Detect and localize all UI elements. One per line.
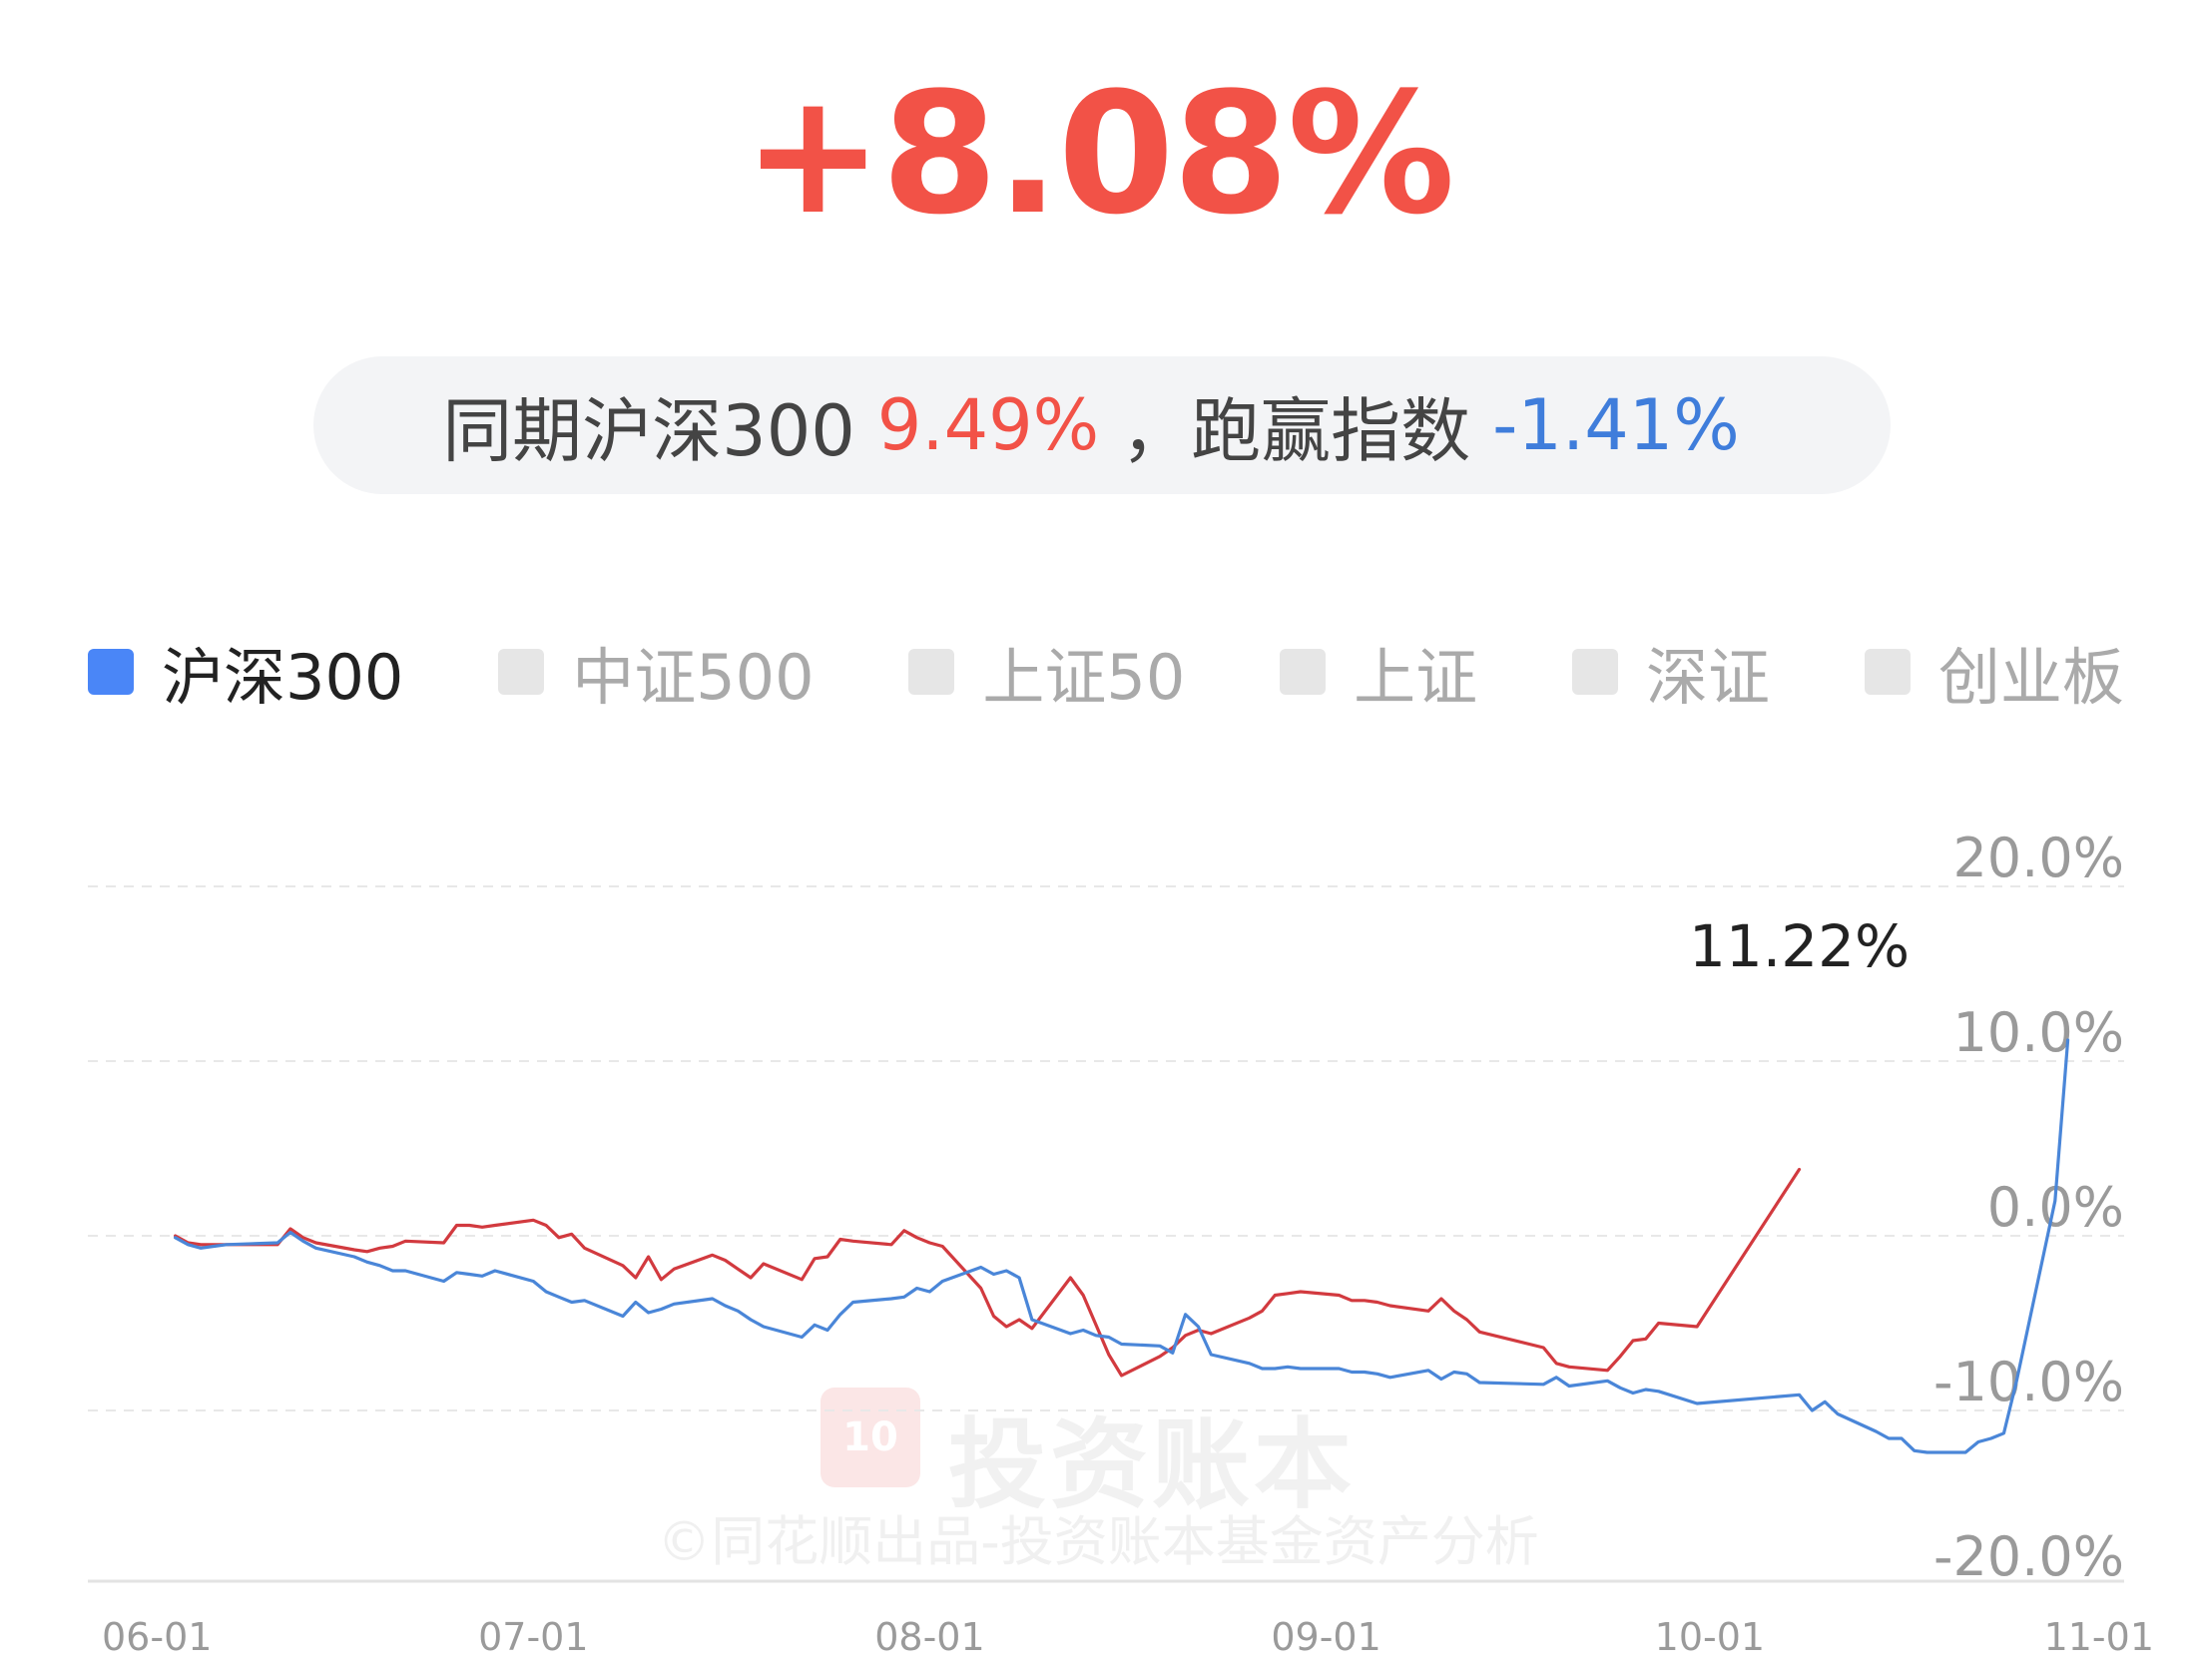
legend-item-shanghai[interactable]: 上证 <box>1280 627 1477 717</box>
y-tick-label: -10.0% <box>1933 1351 2124 1413</box>
fund-return-headline: +8.08% <box>743 56 1455 252</box>
watermark-brand: 投资账本 <box>948 1408 1357 1522</box>
legend-swatch <box>1280 649 1327 695</box>
x-tick-label: 09-01 <box>1271 1615 1380 1659</box>
comparison-mid-text: ，跑赢指数 <box>1121 389 1471 472</box>
y-tick-label: -20.0% <box>1933 1525 2124 1588</box>
watermark-logo-text: 10 <box>842 1414 898 1460</box>
legend-swatch <box>1864 649 1911 695</box>
legend-label: 沪深300 <box>162 641 404 714</box>
legend-label: 中证500 <box>572 641 815 714</box>
y-axis-labels: 20.0%10.0%0.0%-10.0%-20.0% <box>1933 827 2124 1588</box>
x-tick-label: 06-01 <box>102 1615 212 1659</box>
legend-item-shenzhen[interactable]: 深证 <box>1572 627 1770 717</box>
index-return-value: 9.49% <box>876 384 1100 466</box>
series-line <box>174 1038 2070 1454</box>
index-comparison-banner: 同期沪深300 9.49% ，跑赢指数 -1.41% <box>313 356 1891 494</box>
peak-value-label: 11.22% <box>1689 912 1910 980</box>
x-axis-labels: 06-01 07-01 08-01 09-01 10-01 11-01 <box>102 1615 2154 1659</box>
series-line <box>174 1167 1802 1378</box>
series-lines <box>174 1038 2070 1454</box>
y-tick-label: 10.0% <box>1952 1001 2124 1064</box>
x-tick-label: 08-01 <box>874 1615 984 1659</box>
legend-swatch <box>1572 649 1619 695</box>
legend-item-chinext[interactable]: 创业板 <box>1864 627 2124 717</box>
legend-item-hs300[interactable]: 沪深300 <box>88 627 403 717</box>
legend-label: 上证50 <box>982 641 1186 714</box>
legend-item-sz50[interactable]: 上证50 <box>908 627 1185 717</box>
y-tick-label: 20.0% <box>1952 827 2124 889</box>
watermark-logo: 10 <box>821 1388 920 1487</box>
x-tick-label: 10-01 <box>1655 1615 1765 1659</box>
grid-lines <box>88 885 2124 1411</box>
annotations: 11.22% <box>1689 912 1910 980</box>
legend-label: 创业板 <box>1937 641 2124 714</box>
legend-item-zz500[interactable]: 中证500 <box>498 627 815 717</box>
excess-return-value: -1.41% <box>1492 384 1740 466</box>
watermark-copyright: ©同花顺出品-投资账本基金资产分析 <box>657 1510 1539 1573</box>
x-tick-label: 11-01 <box>2044 1615 2154 1659</box>
legend-swatch <box>88 649 134 695</box>
return-comparison-chart: 20.0%10.0%0.0%-10.0%-20.0% 06-01 07-01 08-… <box>88 827 2154 1659</box>
comparison-prefix: 同期沪深300 <box>442 389 855 472</box>
x-tick-label: 07-01 <box>478 1615 588 1659</box>
legend-swatch <box>498 649 545 695</box>
legend-label: 上证 <box>1354 641 1478 714</box>
index-legend: 沪深300 中证500 上证50 上证 深证 创业板 <box>88 627 2124 717</box>
legend-swatch <box>908 649 955 695</box>
legend-label: 深证 <box>1646 641 1771 714</box>
